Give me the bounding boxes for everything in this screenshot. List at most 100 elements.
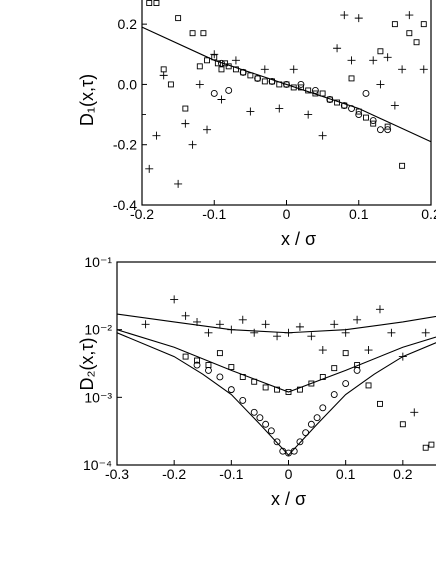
x-axis-label: x / σ [281,229,316,249]
square-point [308,380,315,387]
square-point [200,30,207,37]
square-point [406,30,413,37]
plus-point [260,65,269,74]
circle-point [307,420,315,428]
plus-point [210,50,219,59]
circle-point [239,396,247,404]
plus-point [421,328,430,337]
circle-point [210,90,218,97]
square-point [341,102,348,109]
square-point [160,66,167,73]
plot-area [117,295,436,457]
plus-point [304,110,313,119]
x-tick-label: -0.2 [130,206,154,222]
circle-point [262,420,270,428]
plus-point [295,322,304,331]
square-point [391,21,398,28]
x-tick-label: -0.2 [162,466,186,482]
fit-line [117,313,436,334]
x-tick-label: 0.2 [393,466,413,482]
plus-point [390,101,399,110]
square-point [247,72,254,79]
y-tick-label: 10⁻³ [84,389,112,405]
x-tick-label: -0.1 [202,206,226,222]
plus-point [142,110,146,119]
square-point [399,421,406,428]
x-tick-label: 0 [285,466,293,482]
plus-point [410,408,419,417]
circle-point [297,80,305,88]
circle-point [268,77,276,85]
circle-point [376,126,384,134]
circle-point [273,438,281,446]
y-tick-label: 0.0 [118,76,138,92]
plus-point [170,295,179,304]
circle-point [355,111,363,119]
x-axis-label: x / σ [271,489,306,509]
square-point [384,123,391,130]
circle-point [283,80,290,88]
plus-point [145,164,154,173]
plot-area [142,0,431,188]
square-point [363,114,369,121]
plus-point [340,11,349,20]
square-point [262,384,269,391]
plus-point [181,119,190,128]
square-point [153,0,160,6]
plus-point [174,179,183,188]
square-point [319,90,326,97]
circle-point [330,391,338,398]
fit-line [142,26,431,143]
plus-point [215,320,224,329]
square-point [194,357,200,364]
square-point [196,63,203,70]
square-point [365,382,372,389]
x-tick-label: 0 [283,206,291,222]
plus-point [333,44,342,53]
plus-point [275,104,284,113]
square-point [189,30,196,37]
square-point [167,81,174,88]
plus-point [307,332,316,341]
circle-point [353,366,361,374]
square-point [342,350,349,357]
plus-point [246,107,255,116]
plus-point [159,71,168,80]
circle-point [296,438,304,446]
plus-point [238,315,247,324]
plus-point [181,311,190,320]
y-tick-label: 10⁻² [84,322,112,338]
square-point [377,400,383,407]
plus-point [318,131,327,140]
y-tick-label: 0.2 [118,16,138,32]
plus-point [289,65,298,74]
plus-point [231,56,240,65]
square-point [420,21,427,28]
y-tick-label: 10⁻¹ [84,254,112,270]
circle-point [193,361,201,369]
fit-line [117,329,436,393]
circle-point [348,105,355,112]
square-point [298,84,304,91]
plus-point [419,65,428,74]
plus-point [364,346,373,355]
square-point [205,362,212,368]
square-point [377,48,384,55]
square-point [331,365,338,372]
plus-point [376,80,385,89]
y-tick-label: 10⁻⁴ [83,457,112,473]
plus-point [369,56,378,65]
circle-point [342,380,350,387]
circle-point [216,373,224,381]
x-tick-label: 0.1 [336,466,356,482]
y-axis-label: D₂(x,τ) [77,337,97,390]
square-point [146,0,153,6]
y-axis-label: D₁(x,τ) [77,74,97,126]
square-point [370,120,377,127]
square-point [182,353,189,360]
plus-point [387,328,396,337]
square-point [283,81,290,88]
square-point [216,350,223,357]
